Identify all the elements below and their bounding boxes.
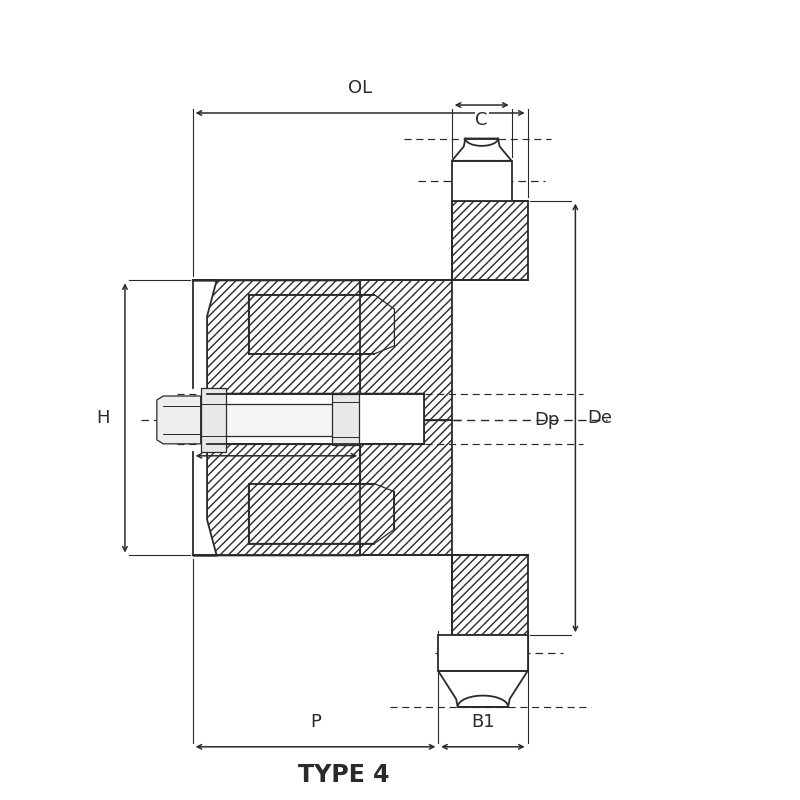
Polygon shape xyxy=(360,201,527,420)
Bar xyxy=(207,394,424,444)
Polygon shape xyxy=(193,420,424,555)
Polygon shape xyxy=(249,484,394,543)
Polygon shape xyxy=(249,294,394,354)
Polygon shape xyxy=(452,138,512,161)
Text: L: L xyxy=(271,423,282,442)
Bar xyxy=(452,161,512,201)
Bar xyxy=(332,394,358,446)
Text: TYPE 4: TYPE 4 xyxy=(298,762,390,786)
Text: C: C xyxy=(475,111,488,129)
Polygon shape xyxy=(157,396,201,444)
Bar xyxy=(201,388,226,452)
Polygon shape xyxy=(193,281,424,420)
Polygon shape xyxy=(360,420,527,635)
Text: De: De xyxy=(587,409,612,427)
Bar xyxy=(438,635,527,671)
Bar xyxy=(201,404,336,436)
Text: OL: OL xyxy=(348,79,372,97)
Text: P: P xyxy=(310,713,321,731)
Text: H: H xyxy=(96,409,110,427)
Text: Dp: Dp xyxy=(534,411,559,429)
Text: B1: B1 xyxy=(471,713,494,731)
Polygon shape xyxy=(438,671,527,707)
